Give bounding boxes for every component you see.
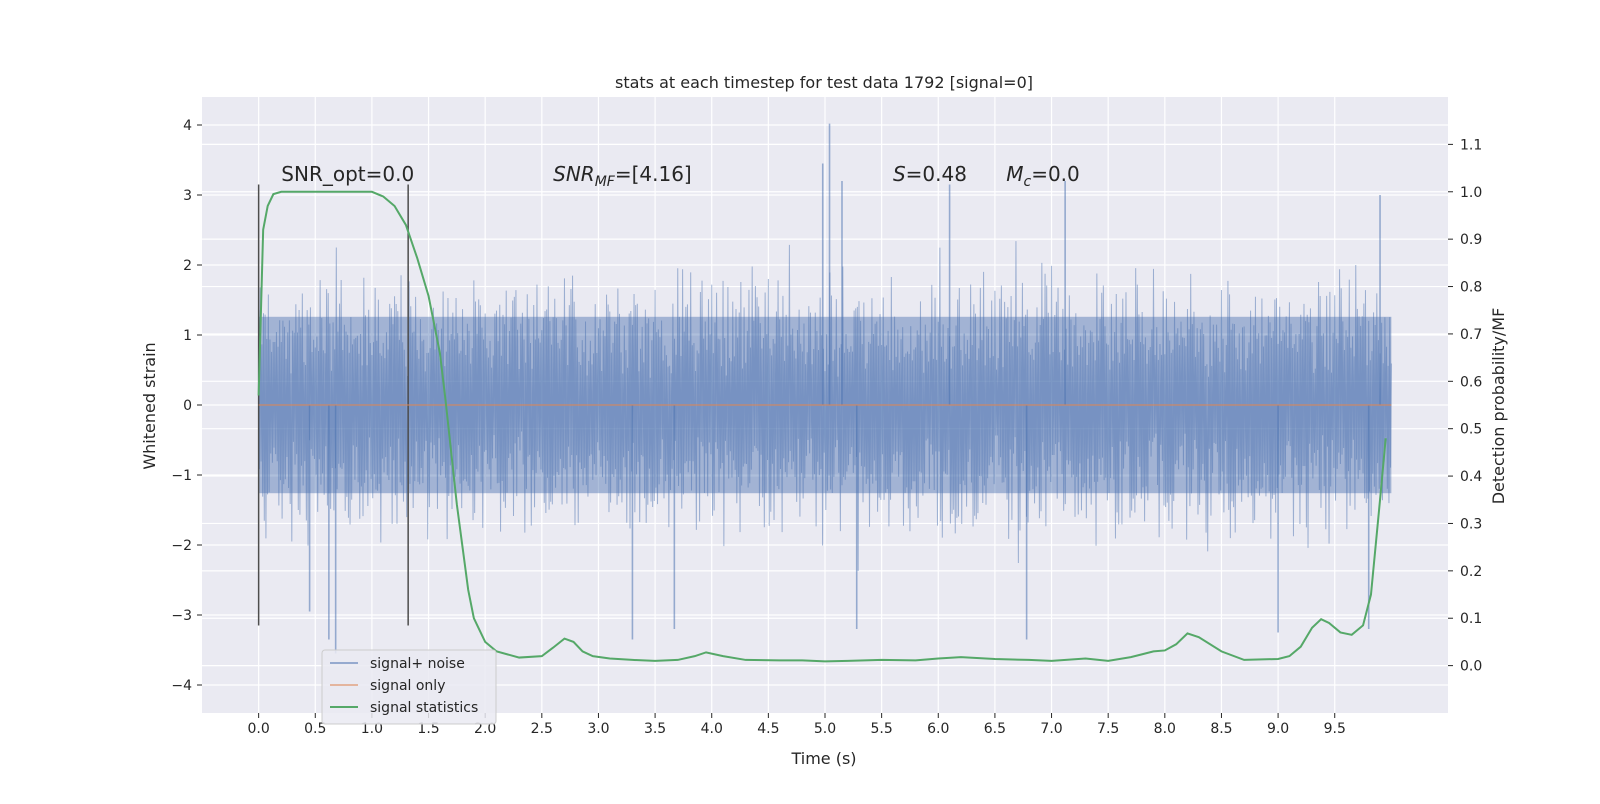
y2-tick-label: 0.7 (1460, 327, 1482, 343)
y2-tick-label: 1.1 (1460, 137, 1482, 153)
x-tick-label: 0.0 (248, 721, 270, 737)
x-tick-label: 3.5 (644, 721, 666, 737)
legend-box (321, 649, 497, 725)
x-tick-label: 3.0 (587, 721, 609, 737)
annotation-snr_opt: SNR_opt=0.0 (281, 162, 414, 186)
y2-tick-label: 0.1 (1460, 611, 1482, 627)
chart-title: stats at each timestep for test data 179… (615, 73, 1033, 92)
legend-label: signal statistics (370, 700, 478, 716)
y2-tick-label: 0.8 (1460, 280, 1482, 296)
y2-tick-label: 0.5 (1460, 422, 1482, 438)
x-tick-label: 2.0 (474, 721, 496, 737)
x-tick-label: 7.0 (1040, 721, 1062, 737)
x-tick-label: 4.5 (757, 721, 779, 737)
legend: signal+ noise signal only signal statistic… (321, 649, 497, 725)
x-tick-label: 5.0 (814, 721, 836, 737)
x-tick-label: 8.5 (1210, 721, 1232, 737)
y-axis-label: Whitened strain (140, 342, 159, 469)
annotations: SNR_opt=0.0 SNRMF=[4.16] S=0.48 Mc=0.0 (281, 162, 1079, 190)
series-signal-statistics (257, 190, 1387, 663)
annotation-mc_stat: Mc=0.0 (1006, 162, 1080, 190)
y-tick-label: 1 (183, 328, 192, 344)
y2-tick-label: 0.6 (1460, 374, 1482, 390)
x-tick-label: 0.5 (304, 721, 326, 737)
axis-ticks: 0.0 0.5 1.0 1.5 2.0 2.5 3.0 3.5 4.0 4.5 5.0 5.5 6.0 6… (171, 118, 1482, 737)
y-tick-label: −2 (171, 538, 192, 554)
x-tick-label: 1.0 (361, 721, 383, 737)
y-tick-label: −4 (171, 678, 192, 694)
y-tick-label: −3 (171, 608, 192, 624)
y-tick-label: 2 (183, 258, 192, 274)
y2-tick-label: 0.3 (1460, 516, 1482, 532)
x-tick-label: 2.5 (531, 721, 553, 737)
x-tick-label: 8.0 (1154, 721, 1176, 737)
y2-axis-label: Detection probability/MF (1489, 308, 1508, 505)
x-tick-label: 9.5 (1324, 721, 1346, 737)
x-axis-label: Time (s) (790, 749, 856, 768)
legend-label: signal+ noise (370, 656, 465, 672)
x-tick-label: 7.5 (1097, 721, 1119, 737)
y-tick-label: −1 (171, 468, 192, 484)
y2-tick-label: 1.0 (1460, 185, 1482, 201)
x-tick-label: 9.0 (1267, 721, 1289, 737)
x-tick-label: 5.5 (871, 721, 893, 737)
x-tick-label: 4.0 (701, 721, 723, 737)
y2-tick-label: 0.2 (1460, 564, 1482, 580)
x-tick-label: 6.5 (984, 721, 1006, 737)
legend-label: signal only (370, 678, 445, 694)
x-tick-label: 1.5 (417, 721, 439, 737)
y2-tick-label: 0.9 (1460, 232, 1482, 248)
annotation-s_stat: S=0.48 (893, 162, 967, 186)
y2-tick-label: 0.0 (1460, 659, 1482, 675)
annotation-snr_mf: SNRMF=[4.16] (553, 162, 692, 190)
x-tick-label: 6.0 (927, 721, 949, 737)
y-tick-label: 0 (183, 398, 192, 414)
y-tick-label: 3 (183, 188, 192, 204)
y2-tick-label: 0.4 (1460, 469, 1482, 485)
statistics-line (257, 190, 1387, 663)
y-tick-label: 4 (183, 118, 192, 134)
noise-trace (258, 241, 1392, 571)
